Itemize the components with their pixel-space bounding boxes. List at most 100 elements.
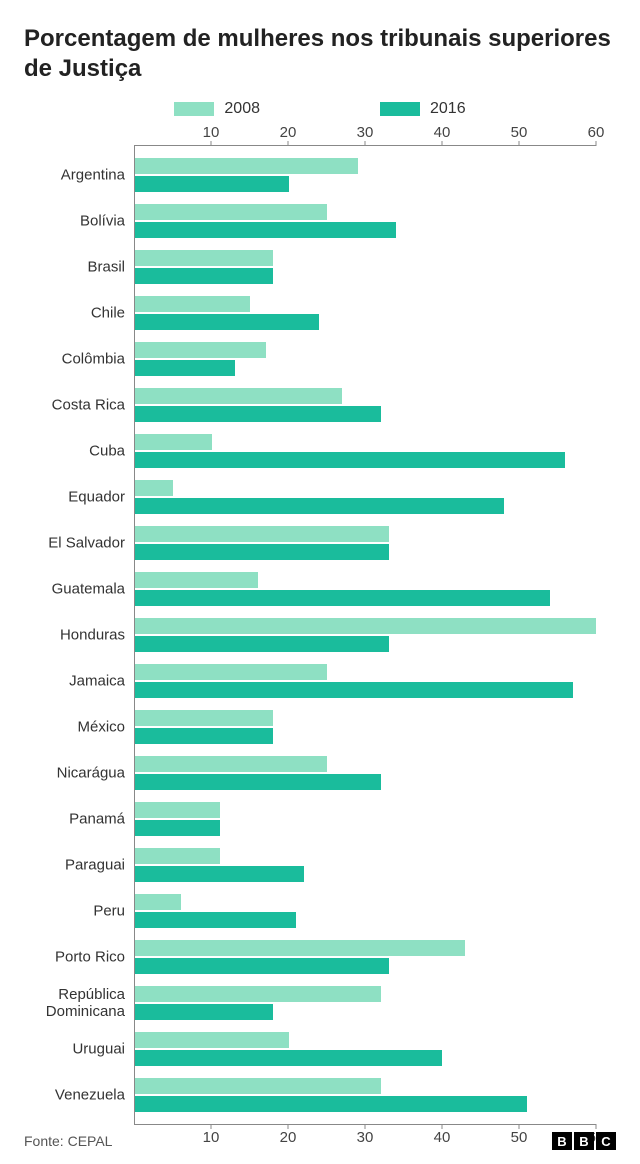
category-label: Bolívia [25, 212, 135, 229]
category-label: Venezuela [25, 1086, 135, 1103]
category-label: Paraguai [25, 856, 135, 873]
bar-row: El Salvador [135, 520, 596, 566]
bar-2016 [135, 406, 381, 422]
bar-2016 [135, 774, 381, 790]
legend: 2008 2016 [24, 100, 616, 118]
category-label: República Dominicana [25, 986, 135, 1021]
source-label: Fonte: CEPAL [24, 1133, 112, 1149]
bar-2008 [135, 986, 381, 1002]
bbc-logo-letter: B [574, 1132, 594, 1150]
x-tick-mark [210, 1124, 211, 1129]
bar-2008 [135, 296, 250, 312]
bar-2016 [135, 590, 550, 606]
bar-2016 [135, 728, 273, 744]
category-label: Honduras [25, 626, 135, 643]
chart-container: Porcentagem de mulheres nos tribunais su… [0, 0, 640, 1162]
bar-2008 [135, 940, 465, 956]
bbc-logo: B B C [552, 1132, 616, 1150]
legend-item-2008: 2008 [174, 100, 260, 118]
bar-row: Peru [135, 888, 596, 934]
x-tick-label: 40 [434, 124, 451, 141]
bar-row: Paraguai [135, 842, 596, 888]
category-label: Peru [25, 902, 135, 919]
bar-2008 [135, 894, 181, 910]
bar-2016 [135, 268, 273, 284]
bar-2016 [135, 222, 396, 238]
category-label: Guatemala [25, 580, 135, 597]
bar-row: Brasil [135, 244, 596, 290]
bar-2008 [135, 572, 258, 588]
bar-2008 [135, 158, 358, 174]
bar-row: Guatemala [135, 566, 596, 612]
x-tick-mark [287, 141, 288, 146]
bar-row: Honduras [135, 612, 596, 658]
bar-2008 [135, 204, 327, 220]
bar-row: Jamaica [135, 658, 596, 704]
bar-row: Venezuela [135, 1072, 596, 1118]
bar-row: Bolívia [135, 198, 596, 244]
bar-2016 [135, 820, 220, 836]
x-tick-mark [519, 141, 520, 146]
bar-row: Nicarágua [135, 750, 596, 796]
bar-2016 [135, 636, 389, 652]
bar-2016 [135, 912, 296, 928]
bar-row: Panamá [135, 796, 596, 842]
legend-label-2008: 2008 [224, 100, 260, 118]
bar-2016 [135, 682, 573, 698]
x-tick-mark [441, 1124, 442, 1129]
bbc-logo-letter: B [552, 1132, 572, 1150]
x-tick-mark [287, 1124, 288, 1129]
bar-row: Chile [135, 290, 596, 336]
category-label: Argentina [25, 166, 135, 183]
category-label: Nicarágua [25, 764, 135, 781]
x-tick-label: 60 [588, 124, 605, 141]
category-label: Equador [25, 488, 135, 505]
bar-2008 [135, 434, 212, 450]
bar-2016 [135, 958, 389, 974]
bar-2016 [135, 452, 565, 468]
bar-2016 [135, 314, 319, 330]
bar-row: Colômbia [135, 336, 596, 382]
x-tick-label: 30 [357, 124, 374, 141]
category-label: Costa Rica [25, 396, 135, 413]
x-tick-label: 20 [280, 124, 297, 141]
bar-2008 [135, 848, 220, 864]
category-label: Chile [25, 304, 135, 321]
bar-2016 [135, 544, 389, 560]
chart-title: Porcentagem de mulheres nos tribunais su… [24, 24, 616, 84]
bar-row: Porto Rico [135, 934, 596, 980]
bar-2016 [135, 866, 304, 882]
legend-swatch-2008 [174, 102, 214, 116]
bar-row: México [135, 704, 596, 750]
x-tick-mark [519, 1124, 520, 1129]
category-label: Colômbia [25, 350, 135, 367]
category-label: México [25, 718, 135, 735]
bar-2008 [135, 526, 389, 542]
bar-2016 [135, 360, 235, 376]
bar-rows: ArgentinaBolíviaBrasilChileColômbiaCosta… [134, 146, 596, 1124]
x-tick-mark [596, 141, 597, 146]
bar-2008 [135, 250, 273, 266]
x-tick-label: 10 [203, 124, 220, 141]
bar-2008 [135, 480, 173, 496]
x-tick-mark [365, 1124, 366, 1129]
category-label: Panamá [25, 810, 135, 827]
bar-2008 [135, 1032, 289, 1048]
bar-row: Costa Rica [135, 382, 596, 428]
bar-2008 [135, 342, 266, 358]
legend-item-2016: 2016 [380, 100, 466, 118]
category-label: Porto Rico [25, 948, 135, 965]
bar-2008 [135, 1078, 381, 1094]
category-label: Jamaica [25, 672, 135, 689]
x-tick-mark [365, 141, 366, 146]
legend-label-2016: 2016 [430, 100, 466, 118]
plot-area: 102030405060 ArgentinaBolíviaBrasilChile… [134, 124, 596, 1146]
category-label: Uruguai [25, 1040, 135, 1057]
bar-row: Equador [135, 474, 596, 520]
bar-2008 [135, 618, 596, 634]
bar-row: Cuba [135, 428, 596, 474]
bar-2008 [135, 388, 342, 404]
bar-row: Argentina [135, 152, 596, 198]
x-tick-mark [210, 141, 211, 146]
bar-2008 [135, 756, 327, 772]
